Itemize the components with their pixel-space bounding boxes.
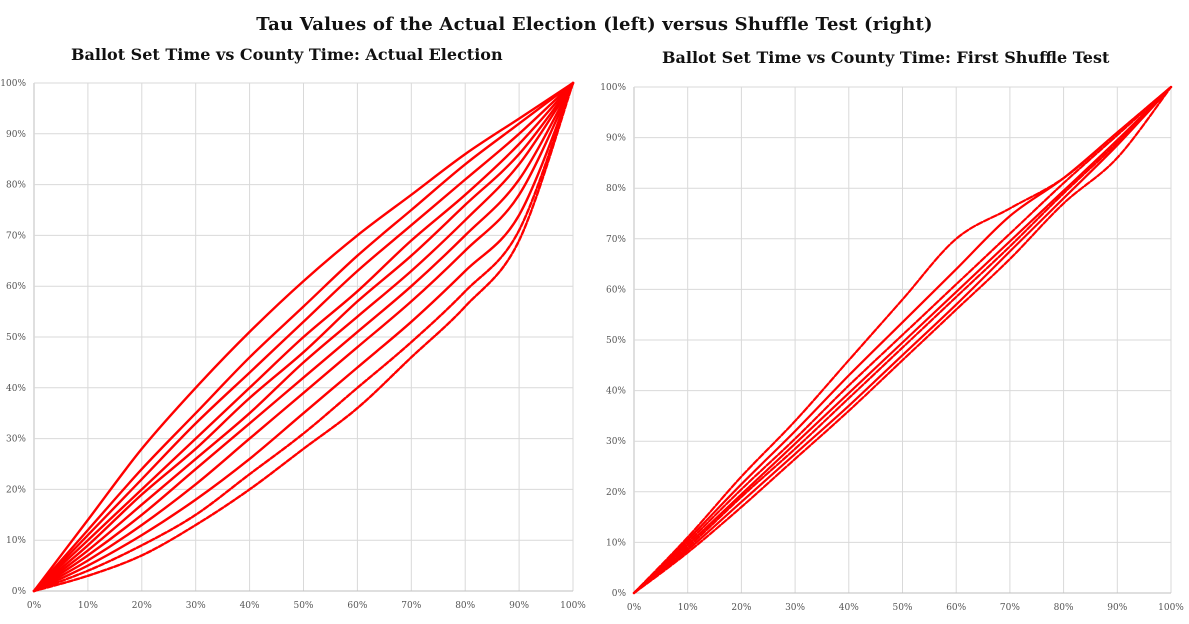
x-tick-label: 60% xyxy=(347,601,367,611)
y-tick-label: 40% xyxy=(6,384,26,394)
x-tick-label: 80% xyxy=(455,601,475,611)
series-line-8 xyxy=(32,81,575,593)
series-line-3 xyxy=(632,85,1173,595)
y-tick-label: 50% xyxy=(6,333,26,343)
series-line-7 xyxy=(32,81,575,593)
x-tick-label: 20% xyxy=(132,601,152,611)
x-tick-label: 90% xyxy=(509,601,529,611)
chart-title-shuffle-test: Ballot Set Time vs County Time: First Sh… xyxy=(662,48,1110,67)
y-tick-label: 0% xyxy=(612,589,627,599)
x-tick-label: 0% xyxy=(27,601,42,611)
series-line-2 xyxy=(632,85,1173,595)
x-tick-label: 70% xyxy=(1000,603,1020,613)
x-tick-label: 40% xyxy=(240,601,260,611)
x-tick-label: 30% xyxy=(785,603,805,613)
series-line-3 xyxy=(32,81,575,593)
series-line-1 xyxy=(32,81,575,593)
series-line-11 xyxy=(32,81,575,593)
y-tick-label: 80% xyxy=(606,184,626,194)
series-line-10 xyxy=(32,81,575,593)
chart-panel-shuffle-test: Ballot Set Time vs County Time: First Sh… xyxy=(594,0,1189,624)
series-line-9 xyxy=(32,81,575,593)
x-tick-label: 50% xyxy=(892,603,912,613)
y-tick-label: 80% xyxy=(6,181,26,191)
plot-actual-election: 0% 10% 20% 30% 40% 50% 60% 70% 80% 90% 100% 0% 10% 20… xyxy=(0,79,586,611)
plot-shuffle-test: 0% 10% 20% 30% 40% 50% 60% 70% 80% 90% 100% 0% 10% 20… xyxy=(600,83,1184,613)
y-tick-label: 40% xyxy=(606,387,626,397)
series-line-5 xyxy=(632,85,1173,595)
x-tick-label: 90% xyxy=(1107,603,1127,613)
series-line-6 xyxy=(632,85,1173,595)
x-tick-label: 10% xyxy=(78,601,98,611)
y-tick-label: 90% xyxy=(606,134,626,144)
y-tick-label: 10% xyxy=(606,538,626,548)
x-tick-label: 50% xyxy=(293,601,313,611)
x-tick-label: 30% xyxy=(186,601,206,611)
figure-title: Tau Values of the Actual Election (left)… xyxy=(256,14,933,35)
x-tick-label: 40% xyxy=(839,603,859,613)
y-tick-label: 20% xyxy=(606,488,626,498)
series-line-2 xyxy=(32,81,575,593)
x-tick-label: 100% xyxy=(560,601,586,611)
x-tick-label: 0% xyxy=(627,603,642,613)
y-tick-label: 60% xyxy=(6,282,26,292)
x-tick-label: 10% xyxy=(678,603,698,613)
y-tick-label: 70% xyxy=(6,231,26,241)
chart-panel-actual-election: Ballot Set Time vs County Time: Actual E… xyxy=(0,0,594,624)
y-tick-label: 70% xyxy=(606,235,626,245)
x-tick-label: 60% xyxy=(946,603,966,613)
y-tick-label: 30% xyxy=(606,437,626,447)
series-line-4 xyxy=(32,81,575,593)
y-tick-label: 30% xyxy=(6,435,26,445)
series-line-5 xyxy=(32,81,575,593)
series-line-6 xyxy=(32,81,575,593)
y-tick-label: 20% xyxy=(6,485,26,495)
x-tick-label: 80% xyxy=(1054,603,1074,613)
x-tick-label: 70% xyxy=(401,601,421,611)
y-tick-label: 50% xyxy=(606,336,626,346)
series-line-7 xyxy=(632,85,1173,595)
series-line-4 xyxy=(632,85,1173,595)
y-tick-label: 100% xyxy=(600,83,626,93)
y-tick-label: 10% xyxy=(6,536,26,546)
y-tick-label: 0% xyxy=(12,587,27,597)
x-tick-label: 100% xyxy=(1158,603,1184,613)
chart-title-actual-election: Ballot Set Time vs County Time: Actual E… xyxy=(71,45,503,64)
y-tick-label: 90% xyxy=(6,130,26,140)
y-tick-label: 100% xyxy=(0,79,26,89)
x-tick-label: 20% xyxy=(731,603,751,613)
y-tick-label: 60% xyxy=(606,285,626,295)
